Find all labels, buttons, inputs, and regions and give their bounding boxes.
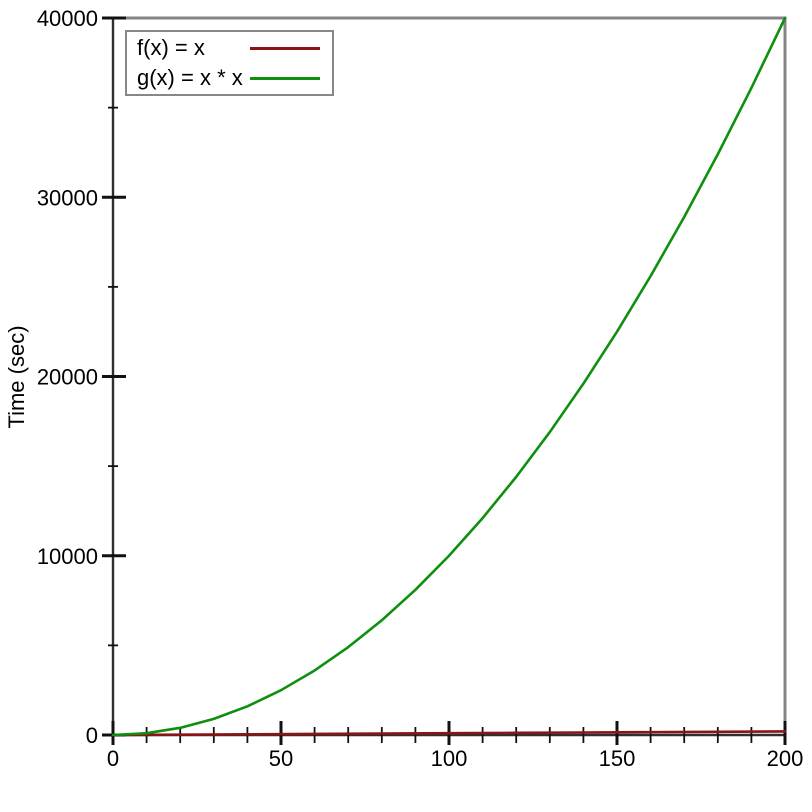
x-tick-label: 50: [269, 746, 293, 771]
y-tick-label: 30000: [37, 185, 98, 210]
y-tick-label: 40000: [37, 6, 98, 31]
x-tick-label: 150: [599, 746, 636, 771]
legend-label: g(x) = x * x: [137, 65, 243, 90]
legend-line-swatch: [250, 46, 320, 50]
legend-line-swatch: [250, 76, 320, 80]
y-axis-title: Time (sec): [4, 325, 29, 429]
series-line-0: [111, 730, 787, 737]
series-line-1: [111, 16, 787, 737]
x-tick-label: 100: [431, 746, 468, 771]
x-tick-label: 200: [767, 746, 804, 771]
y-tick-label: 10000: [37, 544, 98, 569]
legend-label: f(x) = x: [137, 35, 205, 60]
legend-item: f(x) = x: [137, 35, 320, 61]
y-tick-label: 0: [86, 723, 98, 748]
x-tick-label: 0: [107, 746, 119, 771]
legend: f(x) = x g(x) = x * x: [125, 30, 334, 96]
legend-item: g(x) = x * x: [137, 65, 320, 91]
y-tick-label: 20000: [37, 365, 98, 390]
